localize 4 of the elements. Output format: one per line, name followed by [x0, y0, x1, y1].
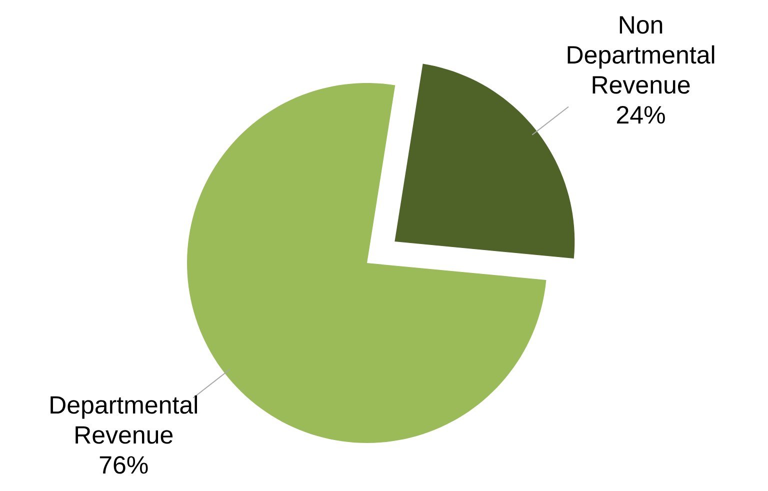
data-label: 76%	[100, 456, 148, 474]
data-label: 24%	[617, 106, 665, 124]
slice-label: Departmental Revenue	[50, 395, 197, 444]
slice-label: Non Departmental Revenue	[568, 16, 714, 94]
